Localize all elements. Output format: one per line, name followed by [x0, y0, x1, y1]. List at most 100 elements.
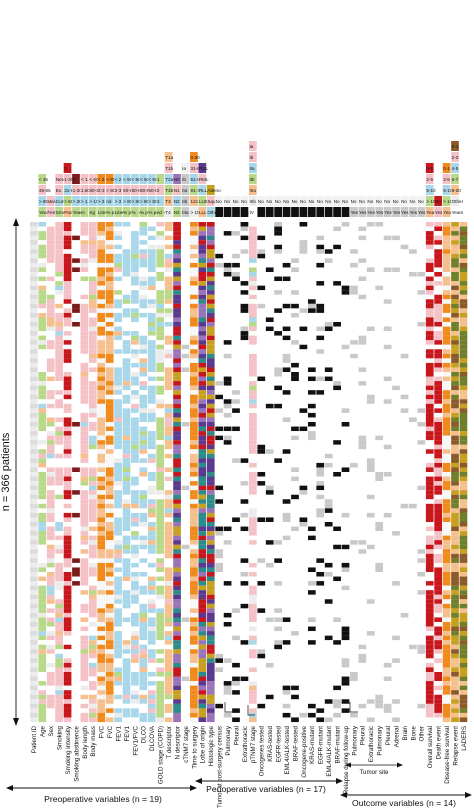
heatmap-cell: [38, 622, 47, 627]
heatmap-cell: [265, 317, 274, 323]
heatmap-cell: [164, 344, 173, 350]
heatmap-cell: [131, 667, 139, 673]
heatmap-cell: [190, 681, 198, 686]
heatmap-cell: [274, 681, 282, 686]
heatmap-cell: [333, 340, 341, 345]
heatmap-cell: [131, 258, 139, 263]
heatmap-cell: [164, 522, 173, 527]
heatmap-cell: [72, 467, 80, 473]
heatmap-cell: [46, 567, 55, 573]
heatmap-cell: [198, 658, 207, 663]
heatmap-cell: [274, 567, 282, 573]
heatmap-cell: [164, 453, 173, 459]
heatmap-cell: [63, 540, 72, 545]
heatmap-cell: [139, 399, 148, 404]
heatmap-cell: [190, 540, 198, 545]
heatmap-cell: [164, 517, 173, 523]
color-key-label: < 50: [148, 177, 158, 182]
heatmap-cell: [114, 658, 122, 663]
heatmap-cell: [291, 285, 299, 291]
heatmap-cell: [299, 567, 308, 573]
heatmap-cell: [88, 635, 97, 641]
heatmap-cell: [257, 367, 266, 373]
heatmap-column: [274, 222, 282, 723]
heatmap-cell: [223, 367, 232, 373]
heatmap-cell: [105, 576, 114, 582]
heatmap-cell: [55, 358, 63, 363]
heatmap-cell: [333, 631, 341, 636]
heatmap-cell: [341, 299, 350, 304]
color-key-label: 1: [157, 177, 160, 182]
heatmap-cell: [206, 649, 215, 654]
heatmap-cell: [215, 335, 224, 341]
heatmap-cell: [257, 226, 266, 232]
heatmap-cell: [38, 635, 47, 641]
heatmap-cell: [164, 399, 173, 404]
heatmap-cell: [30, 340, 38, 345]
heatmap-cell: [190, 372, 198, 377]
heatmap-cell: [190, 399, 198, 404]
heatmap-cell: [97, 394, 106, 400]
heatmap-cell: [139, 435, 148, 441]
heatmap-cell: [88, 276, 97, 282]
heatmap-cell: [375, 399, 384, 404]
heatmap-cell: [299, 644, 308, 650]
heatmap-cell: [274, 381, 282, 386]
heatmap-cell: [375, 481, 384, 486]
heatmap-cell: [105, 299, 114, 304]
heatmap-cell: [358, 576, 367, 582]
color-key-swatch: [198, 174, 207, 184]
color-key-label: No: [410, 199, 416, 204]
heatmap-cell: [55, 431, 63, 436]
heatmap-cell: [164, 503, 173, 509]
heatmap-cell: [350, 472, 358, 477]
heatmap-cell: [341, 603, 350, 609]
heatmap-cell: [97, 594, 106, 600]
heatmap-cell: [139, 658, 148, 663]
heatmap-cell: [156, 653, 165, 659]
heatmap-cell: [190, 267, 198, 273]
heatmap-cell: [190, 558, 198, 563]
heatmap-cell: [80, 572, 89, 577]
heatmap-cell: [350, 453, 358, 459]
heatmap-cell: [240, 435, 249, 441]
heatmap-cell: [122, 490, 131, 495]
heatmap-cell: [257, 440, 266, 445]
heatmap-cell: [223, 381, 232, 386]
color-key-swatch: [80, 196, 89, 206]
heatmap-cell: [181, 262, 190, 268]
heatmap-cell: [282, 581, 291, 586]
heatmap-cell: [63, 535, 72, 541]
heatmap-cell: [240, 258, 249, 263]
heatmap-cell: [215, 626, 224, 632]
heatmap-cell: [30, 262, 38, 268]
heatmap-cell: [341, 472, 350, 477]
heatmap-cell: [366, 694, 375, 700]
heatmap-cell: [358, 485, 367, 491]
heatmap-cell: [223, 472, 232, 477]
heatmap-cell: [333, 222, 341, 227]
heatmap-cell: [282, 285, 291, 291]
heatmap-cell: [274, 672, 282, 677]
heatmap-cell: [122, 444, 131, 450]
heatmap-cell: [333, 494, 341, 500]
heatmap-cell: [190, 422, 198, 427]
heatmap-cell: [291, 262, 299, 268]
heatmap-cell: [240, 231, 249, 236]
heatmap-cell: [105, 667, 114, 673]
heatmap-cell: [307, 558, 316, 563]
heatmap-cell: [341, 658, 350, 663]
heatmap-cell: [139, 599, 148, 604]
heatmap-cell: [122, 631, 131, 636]
heatmap-cell: [72, 299, 80, 304]
heatmap-cell: [291, 503, 299, 509]
heatmap-cell: [366, 585, 375, 591]
heatmap-cell: [358, 581, 367, 586]
heatmap-cell: [147, 249, 156, 254]
heatmap-cell: [282, 290, 291, 295]
heatmap-cell: [291, 235, 299, 241]
heatmap-cell: [350, 399, 358, 404]
heatmap-cell: [299, 417, 308, 423]
heatmap-cell: [147, 444, 156, 450]
heatmap-cell: [274, 244, 282, 250]
